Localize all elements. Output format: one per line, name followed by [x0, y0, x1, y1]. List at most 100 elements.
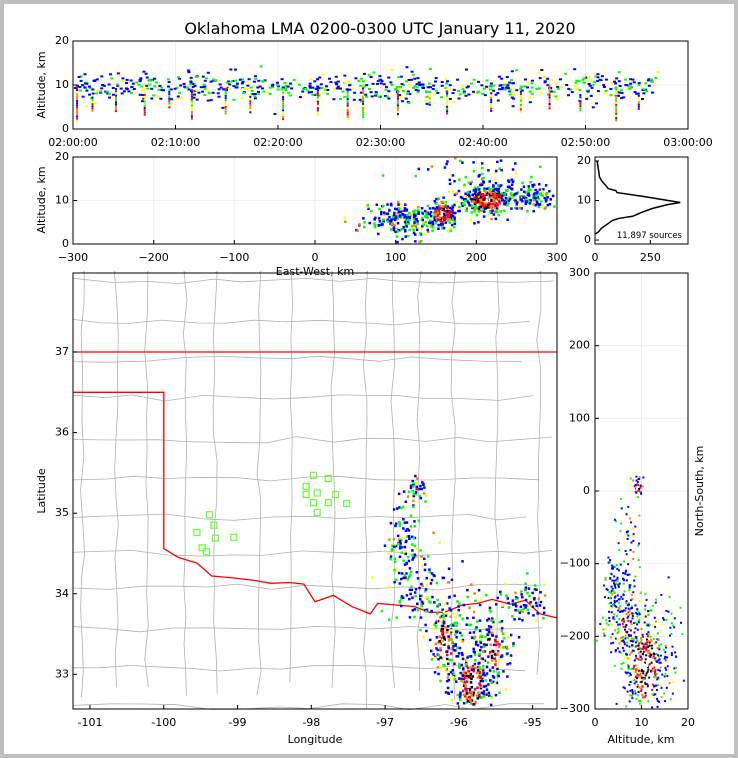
- source-point: [648, 652, 651, 655]
- source-point: [493, 193, 497, 196]
- source-point: [643, 621, 646, 624]
- source-point: [615, 90, 619, 93]
- source-point: [406, 535, 409, 538]
- source-point: [630, 599, 633, 601]
- source-point: [620, 97, 624, 100]
- source-point: [429, 86, 432, 89]
- source-point: [485, 672, 489, 675]
- source-point: [389, 555, 393, 558]
- source-point: [335, 87, 339, 90]
- source-point: [615, 702, 618, 705]
- source-point: [415, 83, 419, 86]
- source-point: [475, 213, 479, 217]
- source-point: [398, 524, 401, 527]
- source-point: [446, 650, 449, 653]
- source-point: [472, 637, 476, 640]
- source-point: [461, 196, 464, 200]
- source-point: [503, 199, 506, 203]
- source-point: [466, 692, 469, 695]
- source-point: [451, 92, 455, 95]
- source-point: [362, 111, 365, 114]
- source-point: [346, 95, 349, 98]
- source-point: [479, 637, 482, 641]
- source-point: [537, 597, 541, 600]
- source-point: [403, 214, 406, 217]
- source-point: [187, 88, 191, 91]
- source-point: [662, 648, 665, 651]
- source-point: [495, 210, 499, 214]
- source-point: [477, 669, 480, 672]
- source-point: [470, 699, 474, 702]
- source-point: [483, 210, 486, 213]
- source-point: [453, 642, 456, 646]
- source-point: [618, 607, 621, 610]
- source-point: [644, 593, 647, 596]
- source-point: [616, 625, 619, 628]
- source-point: [621, 636, 624, 639]
- source-point: [424, 99, 428, 102]
- source-point: [373, 222, 376, 225]
- source-point: [435, 647, 438, 650]
- source-point: [607, 556, 610, 559]
- source-point: [482, 695, 486, 698]
- source-point: [418, 494, 422, 498]
- source-point: [403, 223, 407, 226]
- source-point: [335, 83, 339, 86]
- source-point: [628, 586, 631, 589]
- source-point: [626, 653, 628, 656]
- source-point: [471, 665, 475, 668]
- source-point: [515, 194, 518, 197]
- source-point: [519, 108, 522, 111]
- source-point: [523, 590, 527, 593]
- source-point: [268, 86, 272, 89]
- source-point: [670, 652, 673, 655]
- source-point: [642, 670, 645, 673]
- source-point: [407, 535, 411, 538]
- source-point: [610, 642, 613, 645]
- source-point: [81, 95, 85, 98]
- source-point: [514, 200, 517, 204]
- source-point: [447, 190, 451, 193]
- source-point: [622, 96, 626, 99]
- source-point: [289, 82, 292, 85]
- source-point: [477, 662, 480, 665]
- source-point: [452, 212, 455, 215]
- source-point: [472, 616, 475, 620]
- source-point: [492, 89, 495, 92]
- source-point: [450, 207, 454, 211]
- source-point: [346, 102, 349, 105]
- source-point: [434, 77, 438, 80]
- source-point: [478, 188, 481, 191]
- source-point: [414, 492, 418, 496]
- source-point: [424, 588, 428, 591]
- source-point: [610, 601, 612, 604]
- source-point: [535, 194, 538, 198]
- source-point: [519, 106, 522, 109]
- source-point: [495, 641, 499, 645]
- source-point: [412, 499, 415, 503]
- source-point: [472, 90, 475, 93]
- source-point: [619, 611, 622, 613]
- source-point: [281, 86, 285, 89]
- source-point: [437, 604, 440, 607]
- source-point: [454, 644, 457, 647]
- source-point: [524, 78, 527, 81]
- source-point: [506, 597, 509, 600]
- source-point: [292, 78, 296, 81]
- source-point: [633, 639, 636, 642]
- source-point: [389, 214, 393, 218]
- source-point: [392, 508, 396, 511]
- source-point: [444, 602, 447, 605]
- source-point: [478, 675, 481, 678]
- source-point: [302, 88, 305, 91]
- source-point: [447, 211, 451, 214]
- source-point: [100, 87, 104, 90]
- source-point: [647, 651, 650, 654]
- source-point: [224, 112, 227, 115]
- source-point: [610, 651, 613, 654]
- source-point: [530, 79, 534, 82]
- source-point: [648, 623, 651, 626]
- source-point: [473, 189, 476, 192]
- source-point: [613, 591, 616, 594]
- source-point: [648, 644, 651, 647]
